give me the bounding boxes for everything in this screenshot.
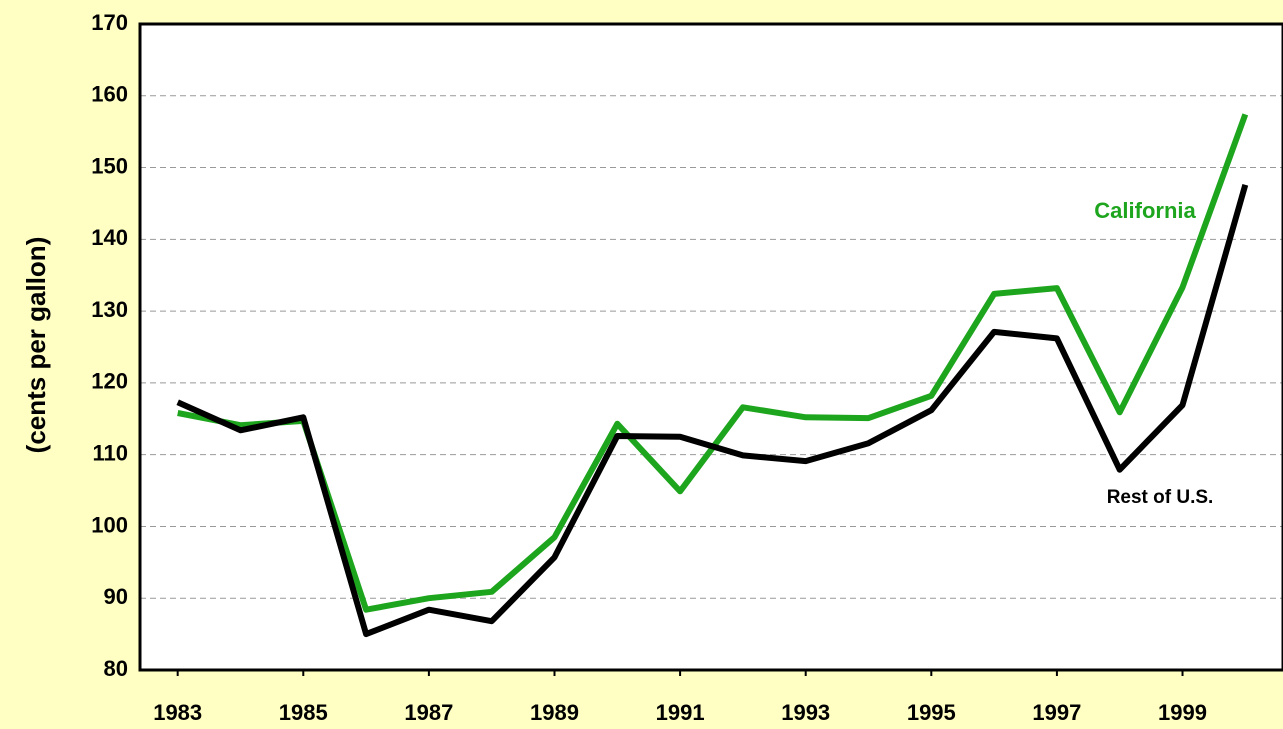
x-tick-label: 1987 <box>404 700 453 725</box>
x-tick-label: 1995 <box>907 700 956 725</box>
y-tick-label: 110 <box>93 440 129 465</box>
y-tick-label: 170 <box>91 10 128 35</box>
series-label: Rest of U.S. <box>1107 487 1214 508</box>
x-tick-label: 1997 <box>1032 700 1081 725</box>
x-tick-label: 1989 <box>530 700 579 725</box>
plot-area <box>140 24 1283 670</box>
y-tick-label: 130 <box>91 297 128 322</box>
y-tick-label: 90 <box>104 584 128 609</box>
y-tick-label: 160 <box>91 82 128 107</box>
x-tick-label: 1991 <box>656 700 705 725</box>
lines <box>176 113 1249 638</box>
x-tick-label: 1999 <box>1158 700 1207 725</box>
y-tick-label: 80 <box>104 656 128 681</box>
y-axis-label: (cents per gallon) <box>21 237 51 454</box>
x-tick-label: 1983 <box>153 700 202 725</box>
series-label: California <box>1094 198 1196 223</box>
y-tick-label: 100 <box>91 512 128 537</box>
x-tick-label: 1993 <box>781 700 830 725</box>
plot-border <box>138 22 1283 672</box>
y-tick-label: 140 <box>91 225 128 250</box>
series-line <box>176 183 1249 638</box>
y-tick-label: 120 <box>91 369 128 394</box>
series-line <box>177 113 1249 613</box>
y-tick-label: 150 <box>91 153 128 178</box>
x-tick-label: 1985 <box>279 700 328 725</box>
